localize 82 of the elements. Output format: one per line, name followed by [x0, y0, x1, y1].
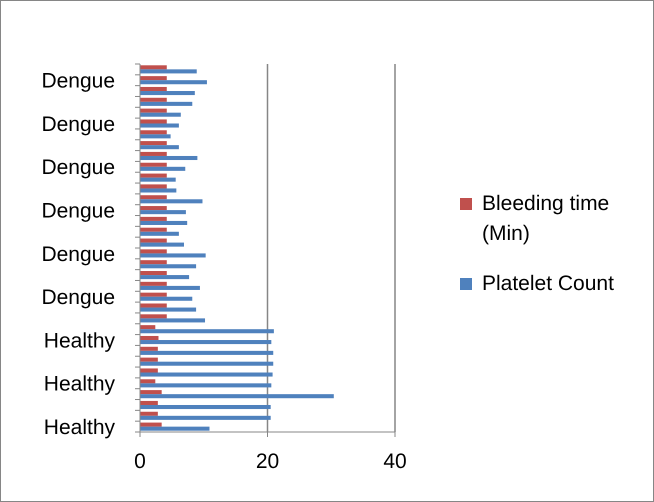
bar — [140, 264, 196, 268]
bar — [140, 228, 167, 232]
bar — [140, 69, 197, 74]
y-tick-label: Healthy — [44, 416, 116, 439]
bar — [140, 199, 202, 204]
bar — [140, 112, 181, 117]
bar — [140, 340, 272, 344]
bar — [140, 91, 195, 96]
bar — [140, 178, 176, 182]
bar — [140, 362, 274, 366]
bar — [140, 249, 167, 254]
y-tick-label: Dengue — [41, 112, 115, 136]
bar — [140, 318, 206, 322]
bar — [140, 286, 200, 290]
bar — [140, 119, 167, 124]
bar — [140, 314, 167, 318]
x-tick-label: 0 — [134, 450, 146, 473]
bar — [140, 292, 167, 297]
bar — [140, 80, 207, 84]
bar — [140, 390, 162, 394]
bar — [140, 123, 179, 128]
bar — [140, 210, 186, 214]
bar — [140, 358, 158, 362]
bar — [140, 379, 156, 384]
bar — [140, 195, 167, 200]
bar — [140, 282, 167, 286]
bar — [140, 296, 192, 301]
bar — [140, 188, 176, 193]
bar — [140, 206, 167, 210]
bar — [140, 162, 167, 167]
bar — [140, 404, 271, 410]
bar — [140, 141, 167, 146]
bar — [140, 174, 167, 178]
bar — [140, 216, 167, 221]
x-tick-label: 40 — [383, 450, 407, 473]
bar — [140, 184, 167, 188]
bar — [140, 76, 167, 80]
bar — [140, 102, 192, 106]
bar — [140, 400, 158, 405]
bar — [140, 134, 171, 138]
bar — [140, 346, 158, 351]
bar — [140, 368, 158, 373]
x-tick-label: 20 — [256, 450, 280, 473]
bar — [140, 350, 274, 355]
bar — [140, 325, 156, 330]
bar — [140, 145, 179, 150]
bar — [140, 416, 271, 420]
bar — [140, 238, 167, 243]
bar — [140, 275, 190, 280]
bar — [140, 271, 167, 276]
bar — [140, 166, 186, 171]
y-tick-label: Healthy — [44, 329, 116, 352]
y-tick-label: Dengue — [41, 242, 115, 266]
bar — [140, 336, 158, 340]
bar — [140, 232, 179, 236]
bar — [140, 412, 158, 416]
y-tick-label: Healthy — [44, 372, 116, 396]
y-tick-label: Dengue — [41, 199, 115, 222]
bar — [140, 253, 206, 258]
y-tick-label: Dengue — [41, 286, 115, 310]
bar — [140, 372, 273, 377]
y-tick-label: Dengue — [41, 70, 115, 93]
bar — [140, 220, 188, 225]
bar — [140, 308, 196, 312]
legend-label: Bleeding time (Min) — [482, 192, 610, 245]
bar — [140, 260, 167, 264]
bar — [140, 426, 210, 431]
y-tick-label: Dengue — [41, 156, 115, 180]
bar — [140, 130, 167, 134]
bar — [140, 422, 162, 427]
bar — [140, 383, 272, 388]
bar — [140, 86, 167, 92]
bar — [140, 394, 334, 398]
legend-label: Platelet Count — [482, 272, 614, 295]
bar — [140, 156, 198, 160]
bar — [140, 303, 167, 308]
bar — [140, 98, 167, 102]
bar — [140, 242, 184, 247]
bar — [140, 65, 167, 70]
bar — [140, 108, 167, 113]
bar — [140, 152, 167, 156]
bar — [140, 329, 274, 334]
